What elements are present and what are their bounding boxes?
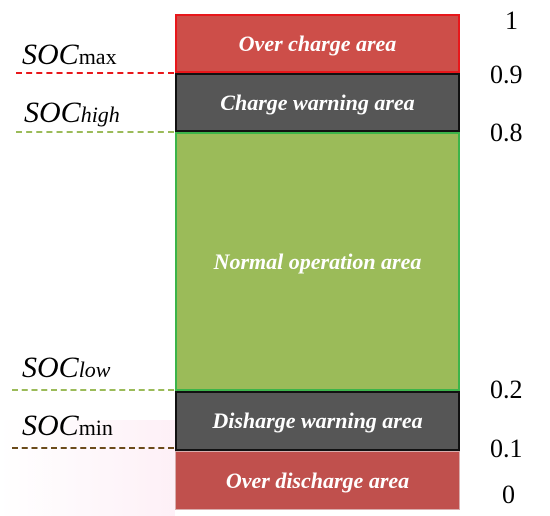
scale-tick-1: 1 xyxy=(505,6,518,35)
soc-max-main: SOC xyxy=(22,38,79,71)
soc-min-label: SOCmin xyxy=(22,409,113,445)
discharge-warning-zone-label: Disharge warning area xyxy=(212,408,423,433)
normal-operation-zone-label: Normal operation area xyxy=(213,248,422,274)
over-discharge-zone: Over discharge area xyxy=(175,451,460,510)
soc-low-label: SOClow xyxy=(22,351,110,387)
soc-min-sub: min xyxy=(78,415,113,440)
soc-max-label: SOCmax xyxy=(22,38,117,74)
soc-low-main: SOC xyxy=(22,351,79,384)
soc-high-line xyxy=(16,131,174,133)
scale-tick-0-9: 0.9 xyxy=(490,60,523,89)
soc-min-line xyxy=(12,447,174,449)
soc-high-label: SOChigh xyxy=(24,96,120,132)
scale-tick-0-8: 0.8 xyxy=(490,118,523,147)
over-charge-zone: Over charge area xyxy=(175,14,460,73)
over-charge-zone-label: Over charge area xyxy=(238,30,397,56)
normal-operation-zone: Normal operation area xyxy=(175,132,460,391)
soc-max-sub: max xyxy=(78,44,117,69)
scale-tick-0-1: 0.1 xyxy=(490,434,523,463)
scale-tick-0: 0 xyxy=(502,480,515,509)
charge-warning-zone-label: Charge warning area xyxy=(220,89,415,115)
soc-low-line xyxy=(12,389,174,391)
soc-min-main: SOC xyxy=(22,409,79,442)
soc-low-sub: low xyxy=(78,357,111,382)
charge-warning-zone: Charge warning area xyxy=(175,73,460,132)
soc-high-sub: high xyxy=(80,102,120,127)
soc-high-main: SOC xyxy=(24,96,81,129)
background-tint xyxy=(0,420,175,516)
soc-max-line xyxy=(16,72,174,74)
over-discharge-zone-label: Over discharge area xyxy=(225,467,410,493)
scale-tick-0-2: 0.2 xyxy=(490,375,523,404)
discharge-warning-zone: Disharge warning area xyxy=(175,391,460,451)
